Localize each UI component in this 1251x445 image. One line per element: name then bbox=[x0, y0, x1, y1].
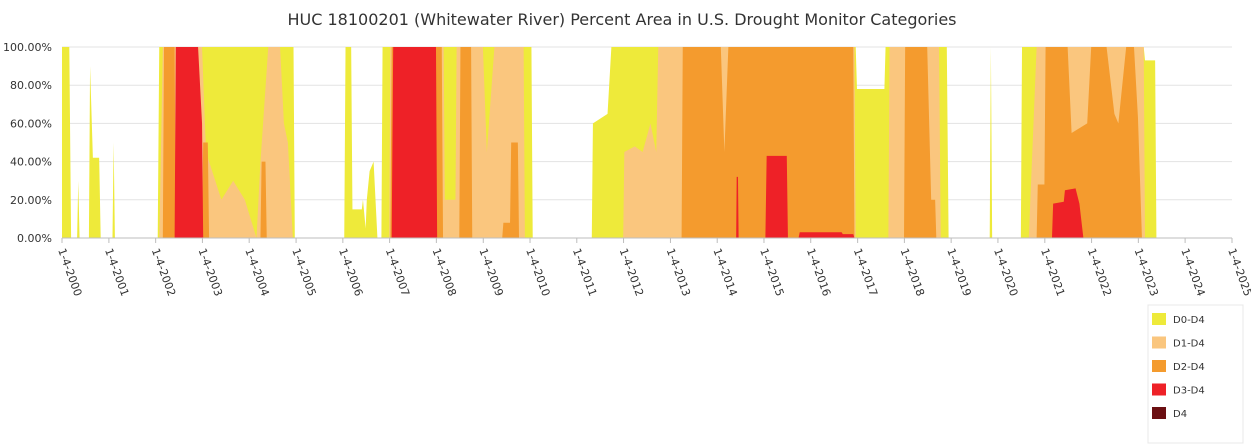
x-tick-label-3: 1-4-2003 bbox=[196, 247, 225, 298]
legend-swatch-d3-d4 bbox=[1152, 383, 1166, 396]
legend-swatch-d4 bbox=[1152, 407, 1166, 419]
y-axis-ticks: 0.00% 20.00% 40.00% 60.00% 80.00% 100.00% bbox=[3, 41, 52, 245]
x-tick-label-24: 1-4-2024 bbox=[1178, 247, 1207, 298]
x-tick-label-12: 1-4-2012 bbox=[617, 247, 646, 298]
y-tick-label-4: 80.00% bbox=[10, 79, 52, 92]
y-tick-label-0: 0.00% bbox=[17, 232, 52, 245]
legend-swatch-d0-d4 bbox=[1152, 313, 1166, 325]
x-tick-label-19: 1-4-2019 bbox=[944, 247, 973, 298]
x-tick-label-7: 1-4-2007 bbox=[383, 247, 412, 298]
legend-label-d2-d4: D2-D4 bbox=[1173, 362, 1205, 373]
legend-label-d3-d4: D3-D4 bbox=[1173, 386, 1205, 397]
x-tick-label-23: 1-4-2023 bbox=[1132, 247, 1161, 298]
x-axis-ticks: 1-4-2000 1-4-2001 1-4-2002 1-4-2003 1-4-2004… bbox=[55, 238, 1251, 298]
legend-swatch-d1-d4 bbox=[1152, 336, 1166, 349]
legend-label-d0-d4: D0-D4 bbox=[1173, 315, 1205, 326]
y-tick-label-2: 40.00% bbox=[10, 156, 52, 169]
chart-title: HUC 18100201 (Whitewater River) Percent … bbox=[287, 10, 956, 29]
series-area-d1-d4 bbox=[62, 47, 1232, 238]
x-tick-label-5: 1-4-2005 bbox=[289, 247, 318, 298]
x-tick-label-15: 1-4-2015 bbox=[757, 247, 786, 298]
x-tick-label-2: 1-4-2002 bbox=[149, 247, 178, 298]
y-tick-label-5: 100.00% bbox=[3, 41, 52, 54]
x-tick-label-25: 1-4-2025 bbox=[1225, 247, 1251, 298]
legend-swatch-d2-d4 bbox=[1152, 360, 1166, 372]
x-tick-label-13: 1-4-2013 bbox=[664, 247, 693, 298]
legend-box bbox=[1147, 304, 1244, 444]
legend-label-d1-d4: D1-D4 bbox=[1173, 339, 1205, 350]
x-tick-label-17: 1-4-2017 bbox=[851, 247, 880, 298]
y-tick-label-1: 20.00% bbox=[10, 194, 52, 207]
x-tick-label-14: 1-4-2014 bbox=[710, 247, 739, 298]
x-tick-label-16: 1-4-2016 bbox=[804, 247, 833, 298]
x-tick-label-8: 1-4-2008 bbox=[430, 247, 459, 298]
x-tick-label-9: 1-4-2009 bbox=[476, 247, 505, 298]
series-area-d2-d4 bbox=[62, 47, 1232, 238]
legend: D0-D4 D1-D4 D2-D4 D3-D4 D4 bbox=[1147, 304, 1244, 444]
x-tick-label-11: 1-4-2011 bbox=[570, 247, 599, 298]
x-tick-label-20: 1-4-2020 bbox=[991, 247, 1020, 298]
x-tick-label-0: 1-4-2000 bbox=[55, 247, 84, 298]
x-tick-label-18: 1-4-2018 bbox=[898, 247, 927, 298]
series-areas bbox=[62, 47, 1232, 238]
series-area-d3-d4 bbox=[62, 47, 1232, 238]
x-tick-label-21: 1-4-2021 bbox=[1038, 247, 1067, 298]
x-tick-label-4: 1-4-2004 bbox=[242, 247, 271, 298]
x-tick-label-10: 1-4-2010 bbox=[523, 247, 552, 298]
legend-label-d4: D4 bbox=[1173, 409, 1187, 420]
x-tick-label-22: 1-4-2022 bbox=[1085, 247, 1114, 298]
x-tick-label-1: 1-4-2001 bbox=[102, 247, 131, 298]
x-tick-label-6: 1-4-2006 bbox=[336, 247, 365, 298]
y-tick-label-3: 60.00% bbox=[10, 117, 52, 130]
